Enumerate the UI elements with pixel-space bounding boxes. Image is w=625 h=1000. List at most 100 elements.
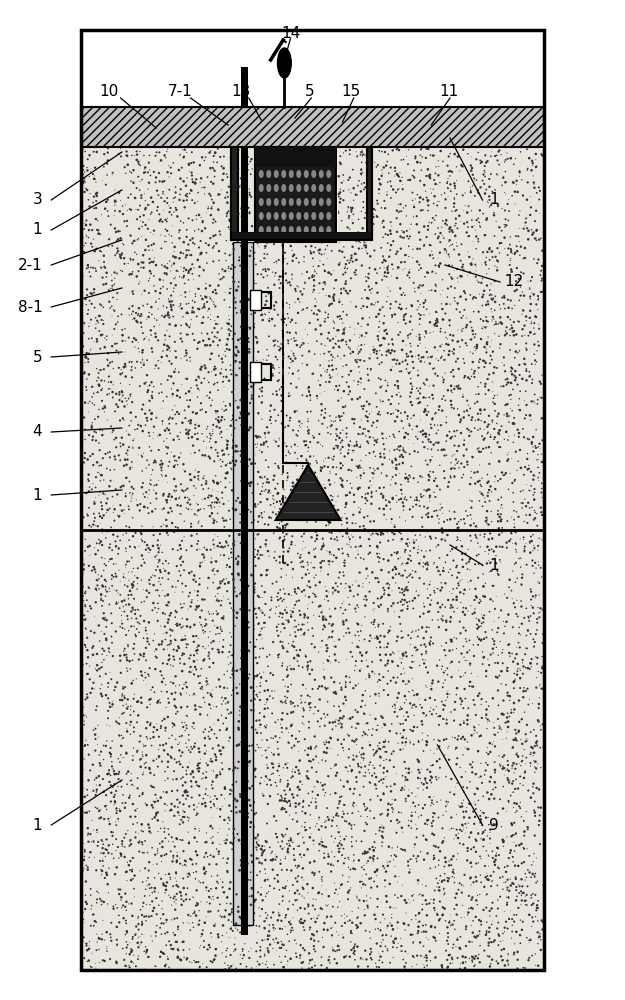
Point <box>172 771 182 787</box>
Point <box>242 502 252 518</box>
Point <box>351 515 361 531</box>
Point <box>161 625 171 641</box>
Point <box>216 451 226 467</box>
Point <box>397 701 407 717</box>
Point <box>101 581 111 597</box>
Point <box>298 212 308 228</box>
Point <box>469 794 479 810</box>
Point <box>499 760 509 776</box>
Point <box>514 391 524 407</box>
Point <box>421 624 431 640</box>
Point <box>171 202 181 218</box>
Point <box>391 930 401 946</box>
Point <box>247 221 257 237</box>
Point <box>80 901 90 917</box>
Point <box>411 149 421 165</box>
Point <box>292 364 302 380</box>
Point <box>443 281 453 297</box>
Point <box>332 309 342 325</box>
Point <box>139 207 149 223</box>
Point <box>130 602 140 618</box>
Point <box>478 441 488 457</box>
Point <box>118 730 128 746</box>
Point <box>258 475 268 491</box>
Point <box>401 470 411 486</box>
Point <box>254 600 264 616</box>
Point <box>235 482 245 498</box>
Point <box>126 603 136 619</box>
Point <box>276 933 286 949</box>
Point <box>111 316 121 332</box>
Point <box>416 424 426 440</box>
Point <box>466 463 476 479</box>
Point <box>397 223 407 239</box>
Point <box>341 692 351 708</box>
Point <box>494 219 504 235</box>
Point <box>234 252 244 268</box>
Point <box>269 402 279 418</box>
Point <box>182 809 192 825</box>
Point <box>228 408 238 424</box>
Point <box>325 514 335 530</box>
Point <box>214 737 224 753</box>
Point <box>376 465 386 481</box>
Point <box>264 923 274 939</box>
Point <box>131 925 141 941</box>
Point <box>99 611 109 627</box>
Point <box>125 717 135 733</box>
Point <box>133 916 143 932</box>
Point <box>310 145 320 161</box>
Point <box>344 816 354 832</box>
Point <box>320 480 330 496</box>
Point <box>520 893 530 909</box>
Point <box>205 307 215 323</box>
Point <box>208 835 217 851</box>
Point <box>399 312 409 328</box>
Point <box>336 477 346 493</box>
Point <box>342 429 352 445</box>
Point <box>471 581 481 597</box>
Point <box>295 339 305 355</box>
Point <box>245 248 255 264</box>
Point <box>319 477 329 493</box>
Point <box>360 164 370 180</box>
Point <box>244 407 254 423</box>
Point <box>106 381 116 397</box>
Point <box>462 403 472 419</box>
Point <box>490 762 500 778</box>
Point <box>492 565 502 581</box>
Point <box>376 807 386 823</box>
Point <box>202 303 212 319</box>
Point <box>374 333 384 349</box>
Point <box>271 265 281 281</box>
Point <box>455 956 465 972</box>
Point <box>310 699 320 715</box>
Point <box>363 367 373 383</box>
Point <box>178 618 188 634</box>
Point <box>403 574 413 590</box>
Point <box>103 153 113 169</box>
Point <box>107 836 118 852</box>
Point <box>368 219 378 235</box>
Point <box>368 664 378 680</box>
Point <box>84 404 94 420</box>
Point <box>121 927 131 943</box>
Point <box>327 492 337 508</box>
Point <box>271 506 281 522</box>
Point <box>479 943 489 959</box>
Point <box>396 557 406 573</box>
Point <box>378 299 388 315</box>
Point <box>420 269 430 285</box>
Point <box>306 555 316 571</box>
Point <box>104 766 114 782</box>
Point <box>441 854 451 870</box>
Point <box>213 141 222 157</box>
Point <box>102 896 112 912</box>
Point <box>231 194 241 210</box>
Point <box>386 673 396 689</box>
Point <box>334 203 344 219</box>
Point <box>228 190 238 206</box>
Point <box>170 902 180 918</box>
Point <box>238 806 248 822</box>
Point <box>403 426 413 442</box>
